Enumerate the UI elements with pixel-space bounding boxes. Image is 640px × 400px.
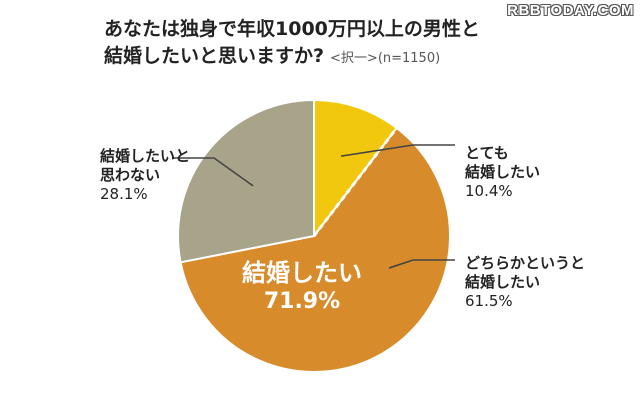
label-somewhat-want: どちらかというと 結婚したい 61.5% — [465, 254, 585, 311]
group-label-pct: 71.9% — [263, 289, 341, 314]
slice-very-want — [313, 98, 399, 239]
title-sample-note: <択一>(n=1150) — [330, 51, 441, 66]
group-label-name: 結婚したい — [242, 259, 362, 287]
title-line-1: あなたは独身で年収1000万円以上の男性と — [104, 18, 480, 40]
label-somewhat-want-pct: 61.5% — [465, 292, 513, 310]
leader-not-want — [172, 157, 254, 187]
group-label: 結婚したい 71.9% — [212, 258, 392, 316]
label-very-want-pct: 10.4% — [465, 182, 513, 200]
label-very-want-line-2: 結婚したい — [465, 163, 541, 181]
label-not-want-line-1: 結婚したいと — [100, 147, 191, 165]
label-somewhat-want-line-1: どちらかというと — [465, 254, 586, 272]
label-not-want: 結婚したいと 思わない 28.1% — [100, 147, 190, 204]
label-very-want: とても 結婚したい 10.4% — [465, 144, 540, 201]
title-line-2: 結婚したいと思いますか? <択一>(n=1150) — [104, 45, 441, 67]
chart-title: あなたは独身で年収1000万円以上の男性と 結婚したいと思いますか? <択一>(n… — [104, 16, 584, 72]
watermark: RBBTODAY.COM — [507, 2, 634, 19]
label-somewhat-want-line-2: 結婚したい — [465, 273, 541, 291]
leader-somewhat-want — [388, 259, 455, 269]
group-divider — [312, 128, 397, 237]
label-very-want-line-1: とても — [465, 144, 509, 162]
slice-somewhat-want — [179, 126, 451, 373]
label-not-want-pct: 28.1% — [100, 185, 148, 203]
label-not-want-line-2: 思わない — [100, 166, 161, 184]
leader-very-want — [340, 144, 455, 157]
